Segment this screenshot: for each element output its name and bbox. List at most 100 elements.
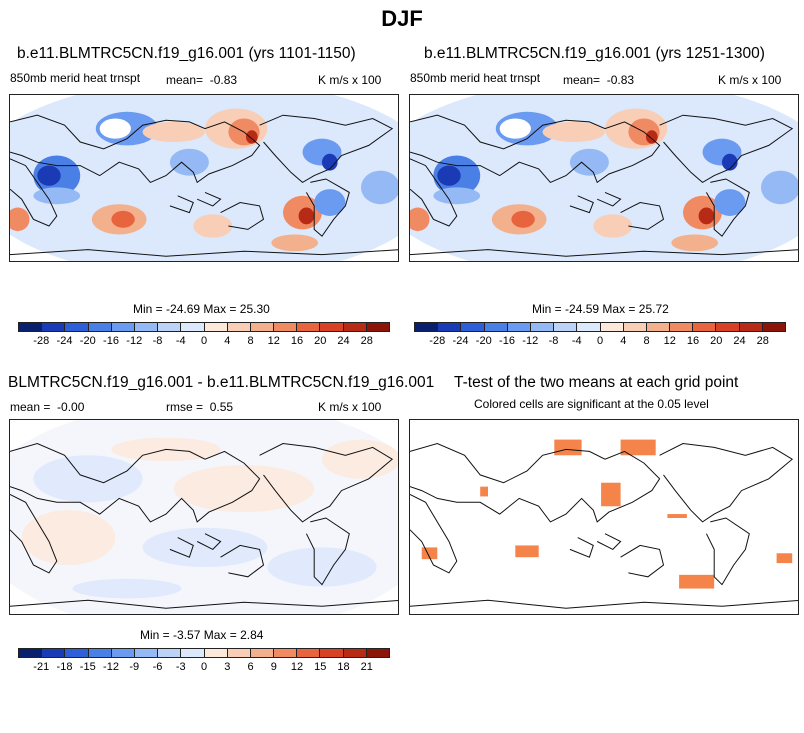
panel1-map xyxy=(9,94,399,262)
coastline xyxy=(410,599,798,609)
colorbar-tick-label: 28 xyxy=(756,335,769,347)
colorbar-tick-label: 3 xyxy=(224,661,231,673)
colorbar-swatch xyxy=(297,649,321,657)
colorbar-tick-label: 6 xyxy=(247,661,254,673)
field-contour xyxy=(169,148,209,176)
colorbar-swatch xyxy=(111,323,135,331)
significant-cell xyxy=(620,439,656,456)
colorbar-tick-label: 8 xyxy=(643,335,650,347)
field-contour xyxy=(33,455,143,503)
field-contour xyxy=(511,210,535,228)
colorbar-swatch xyxy=(415,323,439,331)
colorbar-tick-label: -9 xyxy=(129,661,140,673)
coastline xyxy=(596,533,622,551)
colorbar-tick-label: -6 xyxy=(152,661,163,673)
colorbar-tick-label: 0 xyxy=(596,335,604,347)
coastline xyxy=(597,191,622,207)
coastline xyxy=(410,114,661,184)
panel2-mean: mean= -0.83 xyxy=(563,73,635,87)
colorbar-swatch xyxy=(461,323,485,331)
figure-title: DJF xyxy=(381,6,423,31)
colorbar-swatch xyxy=(250,323,275,331)
coastline xyxy=(569,195,594,214)
colorbar-tick-label: 12 xyxy=(267,335,280,347)
field-contour xyxy=(245,130,258,144)
panel1-units: K m/s x 100 xyxy=(318,73,382,87)
panel2-variable-label: 850mb merid heat trnspt xyxy=(410,71,541,85)
colorbar-swatch xyxy=(366,649,389,657)
panel2-minmax: Min = -24.59 Max = 25.72 xyxy=(532,302,669,316)
colorbar-swatch xyxy=(297,323,321,331)
field-contour xyxy=(542,121,605,143)
colorbar-tick-label: -4 xyxy=(571,335,582,347)
field-contour xyxy=(33,187,81,205)
colorbar-tick-label: -20 xyxy=(475,335,492,347)
field-contour xyxy=(99,118,131,139)
panel1-variable-label: 850mb merid heat trnspt xyxy=(10,71,141,85)
colorbar-tick-label: 20 xyxy=(710,335,723,347)
coastline xyxy=(659,442,794,523)
panel2-colorbar-ticks: -28 -24 -20 -16 -12 -8 -4 0 4 8 12 16 20 24 28 xyxy=(414,335,786,349)
panel3-rmse: rmse = 0.55 xyxy=(166,400,234,414)
colorbar-swatch xyxy=(227,649,251,657)
colorbar-tick-label: 0 xyxy=(200,661,208,673)
coastline xyxy=(410,494,458,574)
field-contour xyxy=(298,207,315,225)
colorbar-swatch xyxy=(320,649,344,657)
coastline xyxy=(10,494,58,574)
coastline xyxy=(259,442,394,523)
colorbar-swatch xyxy=(274,323,298,331)
coastline xyxy=(10,114,261,184)
panel4-map xyxy=(409,419,799,615)
field-contour xyxy=(142,527,268,567)
colorbar-tick-label: -20 xyxy=(79,335,96,347)
colorbar-tick-label: 16 xyxy=(686,335,700,347)
panel2-map xyxy=(409,94,799,262)
coastline xyxy=(220,544,265,578)
colorbar-tick-label: 20 xyxy=(314,335,327,347)
significant-cell xyxy=(480,486,488,497)
field-contour xyxy=(21,510,116,566)
colorbar-swatch xyxy=(181,649,205,657)
colorbar-swatch xyxy=(762,323,785,331)
field-contour xyxy=(142,121,205,143)
panel3-minmax: Min = -3.57 Max = 2.84 xyxy=(140,628,264,642)
panel1-minmax: Min = -24.69 Max = 25.30 xyxy=(133,302,270,316)
field-contour xyxy=(437,165,461,186)
panel3-map xyxy=(9,419,399,615)
panel4-subtitle: Colored cells are significant at the 0.0… xyxy=(474,397,709,411)
colorbar-swatch xyxy=(623,323,647,331)
field-contour xyxy=(361,170,398,205)
colorbar-tick-label: 24 xyxy=(733,335,746,347)
colorbar-swatch xyxy=(554,323,578,331)
field-contour xyxy=(714,189,746,216)
colorbar-tick-label: 15 xyxy=(314,661,327,673)
colorbar-swatch xyxy=(19,649,43,657)
colorbar-tick-label: 18 xyxy=(337,661,350,673)
colorbar-tick-label: -28 xyxy=(33,335,50,347)
panel3-colorbar-ticks: -21 -18 -15 -12 -9 -6 -3 0 3 6 9 12 15 18 21 xyxy=(18,661,390,675)
colorbar-tick-label: 8 xyxy=(247,335,254,347)
colorbar-tick-label: 12 xyxy=(663,335,676,347)
colorbar-swatch xyxy=(42,649,66,657)
field-contour xyxy=(698,207,715,225)
coastline xyxy=(196,533,222,551)
panel1-colorbar xyxy=(18,322,390,332)
significant-cell xyxy=(776,553,793,564)
coastline xyxy=(705,178,750,237)
colorbar-swatch xyxy=(158,323,182,331)
field-contour xyxy=(267,547,377,587)
field-contour xyxy=(761,170,798,205)
colorbar-swatch xyxy=(134,323,159,331)
colorbar-tick-label: 28 xyxy=(360,335,373,347)
panel3-colorbar xyxy=(18,648,390,658)
field-contour xyxy=(722,153,738,171)
colorbar-tick-label: -24 xyxy=(452,335,469,347)
colorbar-swatch xyxy=(343,323,367,331)
field-contour xyxy=(173,465,315,513)
field-contour xyxy=(322,153,338,171)
field-contour xyxy=(111,210,135,228)
colorbar-swatch xyxy=(274,649,298,657)
colorbar-tick-label: 0 xyxy=(200,335,208,347)
colorbar-swatch xyxy=(484,323,508,331)
